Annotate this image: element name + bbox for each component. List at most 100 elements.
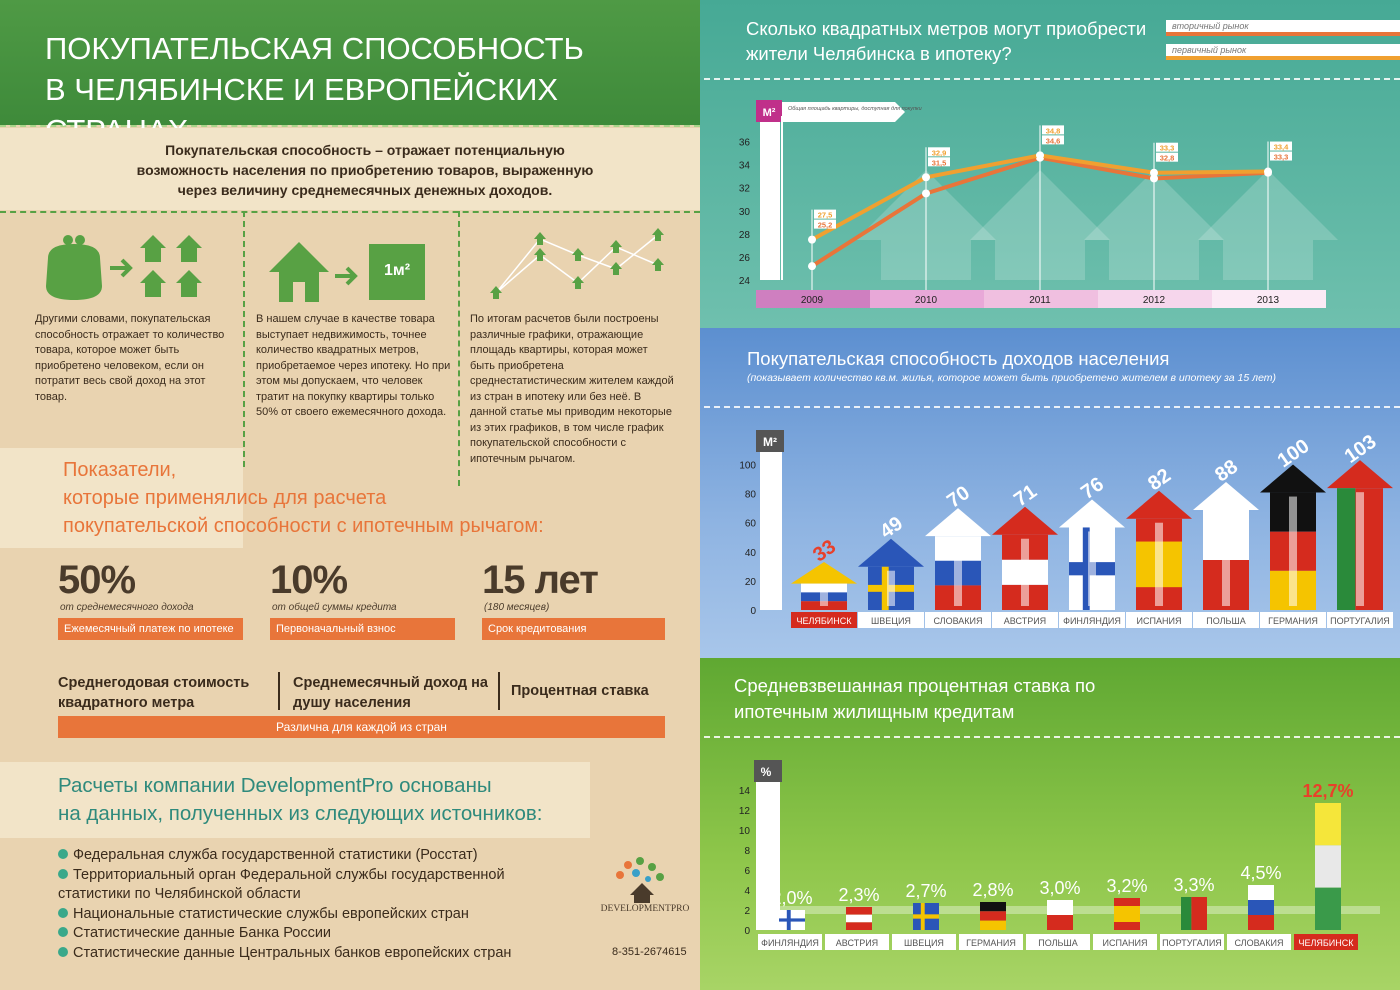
label-bg: [1270, 151, 1292, 161]
category-label: ГЕРМАНИЯ: [966, 938, 1016, 948]
bar-chart-subtitle: (показывает количество кв.м. жилья, кото…: [747, 372, 1277, 384]
square-meter-badge: 1м²: [383, 262, 411, 279]
x-axis-band: [1098, 290, 1212, 308]
category-band: [1026, 934, 1090, 950]
data-label: 32,9: [932, 148, 947, 157]
varying-separator-1: [278, 672, 280, 710]
category-band: [1160, 934, 1224, 950]
definition-line-1: Покупательская способность – отражает по…: [165, 142, 565, 158]
data-point: [922, 189, 930, 198]
category-band: [1193, 612, 1259, 628]
reference-band: [780, 906, 1380, 914]
source-item: Статистические данные Банка России: [58, 924, 578, 944]
graph-houses-icon: [490, 228, 664, 299]
source-item: Национальные статистические службы европ…: [58, 905, 578, 925]
varying-2: Среднемесячный доход на душу населения: [293, 675, 488, 711]
varying-3: Процентная ставка: [511, 683, 649, 699]
category-label: ЧЕЛЯБИНСК: [1298, 938, 1354, 948]
category-band: [959, 934, 1023, 950]
x-axis-band: [870, 290, 984, 308]
legend-secondary-band: вторичный рынок: [1166, 20, 1400, 36]
bar-value-label: 2,7%: [905, 881, 946, 901]
data-point: [1150, 168, 1158, 177]
y-tick-label: 30: [739, 207, 751, 218]
house-windows: [1356, 492, 1364, 606]
column-2-text: В нашем случае в качестве товара выступа…: [256, 313, 451, 418]
x-axis-band: [984, 290, 1098, 308]
category-band: [1260, 612, 1326, 628]
bar-value-label: 3,3%: [1173, 875, 1214, 895]
house-roof: [1126, 490, 1192, 519]
y-tick-label: 4: [744, 886, 750, 897]
category-label: ФИНЛЯНДИЯ: [1063, 616, 1121, 626]
house-windows: [1222, 514, 1230, 606]
bar-value-label: 2,8%: [972, 880, 1013, 900]
x-tick-label: 2013: [1257, 295, 1280, 306]
axis-note-band: [782, 102, 905, 122]
category-label: ГЕРМАНИЯ: [1268, 616, 1318, 626]
category-band: [992, 612, 1058, 628]
company-phone: 8-351-2674615: [612, 946, 687, 958]
bar-value-label: 103: [1341, 431, 1381, 468]
indicator-value-1: 50%: [58, 558, 136, 602]
y-tick-label: 6: [744, 866, 750, 877]
category-label: ПОЛЬША: [1038, 938, 1077, 948]
category-band: [791, 612, 857, 628]
y-tick-label: 12: [739, 806, 751, 817]
bar-value-label: 3,2%: [1106, 876, 1147, 896]
indicators-heading: Показатели, которые применялись для расч…: [63, 456, 544, 540]
category-label: АВСТРИЯ: [1004, 616, 1046, 626]
left-panel: ПОКУПАТЕЛЬСКАЯ СПОСОБНОСТЬ В ЧЕЛЯБИНСКЕ …: [0, 0, 700, 963]
house-windows: [1289, 496, 1297, 606]
house-windows: [954, 540, 962, 606]
indicator-tag-1: Ежемесячный платеж по ипотеке: [58, 618, 243, 640]
y-axis-band: [760, 430, 782, 610]
label-bg: [1042, 135, 1064, 145]
bullet-icon: [58, 927, 68, 937]
category-band: [1093, 934, 1157, 950]
house-roof: [1327, 460, 1393, 489]
house-to-square-meter-icon: [269, 242, 425, 302]
company-logo: [616, 857, 664, 903]
y-tick-label: 0: [750, 606, 756, 617]
bar-value-label: 2,3%: [838, 885, 879, 905]
y-axis-band: [756, 770, 780, 930]
bullet-icon: [58, 849, 68, 859]
category-band: [825, 934, 889, 950]
definition-line-3: через величину среднемесячных денежных д…: [177, 182, 553, 198]
y-tick-label: 8: [744, 846, 750, 857]
indicators-heading-line-3: покупательской способности с ипотечным р…: [63, 515, 544, 537]
category-label: СЛОВАКИЯ: [1234, 938, 1283, 948]
x-axis-band: [756, 290, 870, 308]
house-roof: [992, 506, 1058, 535]
unit-badge: [754, 760, 782, 782]
data-label: 34,8: [1046, 126, 1061, 135]
y-tick-label: 28: [739, 230, 751, 241]
indicator-sub-2: от общей суммы кредита: [272, 602, 397, 613]
house-roof: [791, 562, 857, 584]
x-tick-label: 2012: [1143, 295, 1166, 306]
flag-austria-icon: [846, 907, 872, 930]
indicator-value-3: 15 лет: [482, 558, 599, 602]
bar-value-label: 2,0%: [771, 888, 812, 908]
category-band: [858, 612, 924, 628]
flag-slovakia-icon: [1248, 885, 1274, 930]
purchasing-power-chart: М² 0 20 40 60 80 100 33 ЧЕЛЯБИНСК 49 ШВЕЦИЯ 70 СЛОВА…: [739, 430, 1393, 628]
category-band: [1294, 934, 1358, 950]
house-roof: [925, 508, 991, 537]
house-windows: [820, 587, 828, 606]
bar-value-label: 71: [1010, 480, 1041, 511]
sources-heading: Расчеты компании DevelopmentPro основаны…: [58, 772, 542, 828]
category-band: [1327, 612, 1393, 628]
house-windows: [1088, 531, 1096, 606]
house-roof: [858, 538, 924, 567]
label-bg: [814, 209, 836, 219]
bullet-icon: [58, 868, 68, 879]
house-windows: [887, 570, 895, 606]
flag-poland-icon: [1047, 900, 1073, 930]
category-label: ШВЕЦИЯ: [871, 616, 911, 626]
sources-list: Федеральная служба государственной стати…: [58, 846, 578, 963]
house-roof: [1193, 482, 1259, 510]
data-label: 25,2: [818, 221, 833, 230]
unit-label: М²: [763, 107, 776, 119]
